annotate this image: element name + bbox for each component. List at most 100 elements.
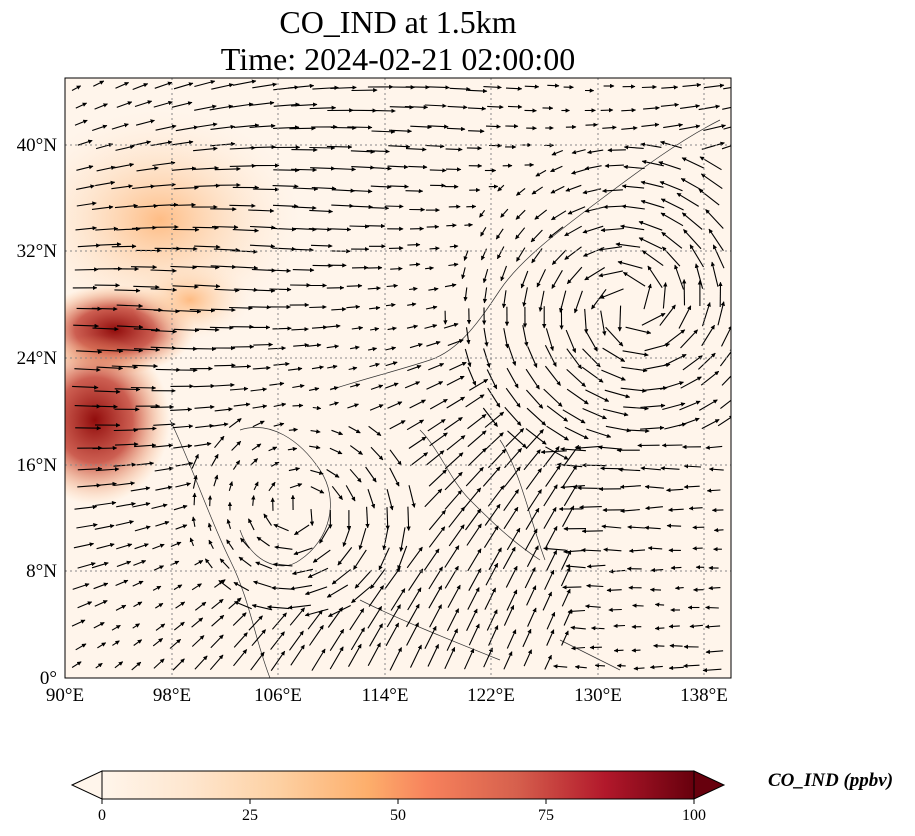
wind-vector — [444, 489, 463, 510]
wind-vector — [525, 468, 542, 490]
wind-vector — [74, 267, 99, 272]
wind-vector — [522, 287, 528, 307]
wind-vector — [702, 668, 722, 673]
wind-vector — [173, 185, 199, 190]
wind-vector — [525, 368, 540, 390]
wind-vector — [705, 649, 724, 655]
wind-vector — [371, 129, 396, 134]
wind-vector — [484, 587, 496, 610]
wind-vector — [660, 466, 680, 471]
wind-vector — [218, 579, 232, 591]
wind-vector — [189, 308, 216, 313]
wind-vector — [506, 629, 517, 649]
wind-vector — [115, 579, 129, 587]
wind-vector — [706, 488, 721, 493]
wind-vector — [520, 270, 529, 289]
wind-vector — [349, 445, 363, 455]
wind-vector — [385, 302, 396, 308]
wind-vector — [289, 630, 304, 651]
wind-vector — [291, 568, 314, 576]
wind-vector — [150, 268, 177, 273]
wind-vector — [133, 327, 161, 333]
wind-vector — [566, 266, 583, 285]
wind-vector — [268, 481, 276, 492]
wind-vector — [683, 464, 702, 469]
wind-vector — [464, 222, 473, 228]
wind-vector — [77, 466, 103, 472]
wind-vector — [721, 145, 731, 150]
wind-vector — [234, 601, 252, 610]
wind-vector — [448, 506, 466, 528]
wind-vector — [654, 602, 665, 607]
wind-vector — [365, 506, 370, 529]
wind-vector — [585, 389, 610, 402]
wind-vector — [516, 187, 526, 196]
wind-vector — [571, 168, 587, 175]
wind-vector — [116, 501, 136, 508]
wind-vector — [384, 567, 401, 589]
wind-vector — [545, 446, 569, 460]
wind-vector — [424, 625, 437, 650]
wind-vector — [523, 649, 533, 667]
wind-vector — [428, 124, 449, 129]
wind-vector — [250, 458, 258, 466]
lat-tick-label: 8°N — [26, 561, 57, 582]
wind-vector — [617, 305, 623, 332]
wind-vector — [505, 387, 521, 408]
wind-vector — [405, 147, 427, 152]
wind-vector — [226, 539, 234, 551]
wind-vector — [525, 507, 540, 530]
wind-vector — [560, 567, 571, 587]
wind-vector — [546, 405, 568, 422]
wind-vector — [231, 440, 242, 451]
wind-vector — [444, 452, 464, 470]
wind-vector — [211, 224, 239, 230]
map-title-line2: Time: 2024-02-21 02:00:00 — [221, 41, 575, 77]
wind-vector — [310, 486, 325, 494]
wind-vector — [95, 226, 119, 231]
wind-vector — [271, 227, 297, 232]
colorbar-extend-min — [70, 770, 103, 800]
wind-vector — [193, 265, 220, 270]
wind-vector — [544, 365, 561, 386]
wind-vector — [77, 562, 96, 569]
wind-vector — [632, 603, 644, 608]
wind-vector — [74, 504, 98, 510]
wind-vector — [152, 160, 176, 167]
wind-vector — [562, 585, 582, 590]
wind-vector — [448, 524, 465, 547]
wind-vector — [94, 524, 115, 530]
colorbar-label: CO_IND (ppbv) — [768, 770, 893, 791]
wind-vector — [674, 264, 685, 290]
wind-vector — [649, 587, 662, 592]
wind-vector — [409, 343, 423, 349]
wind-vector — [92, 124, 108, 132]
wind-vector — [133, 639, 143, 646]
wind-vector — [645, 505, 663, 511]
wind-vector — [94, 600, 108, 607]
wind-vector — [548, 226, 564, 239]
wind-vector — [507, 430, 527, 449]
wind-vector — [191, 635, 205, 647]
wind-vector — [463, 287, 468, 302]
wind-vector — [390, 588, 406, 611]
wind-vector — [506, 527, 521, 551]
wind-vector — [719, 347, 731, 367]
wind-vector — [467, 548, 482, 572]
wind-vector — [155, 623, 166, 631]
wind-vector — [175, 482, 192, 488]
wind-vector — [113, 162, 135, 169]
wind-vector — [368, 585, 385, 607]
wind-vector — [546, 425, 569, 441]
wind-vector — [705, 445, 723, 450]
wind-vector — [270, 650, 286, 672]
wind-vector — [73, 542, 95, 549]
wind-vector — [703, 124, 726, 132]
wind-vector — [76, 349, 103, 355]
wind-vector — [582, 225, 604, 234]
wind-vector — [694, 263, 704, 289]
wind-vector — [268, 446, 278, 452]
wind-vector — [272, 562, 293, 567]
wind-vector — [326, 144, 353, 150]
lon-tick-label: 98°E — [153, 685, 191, 706]
